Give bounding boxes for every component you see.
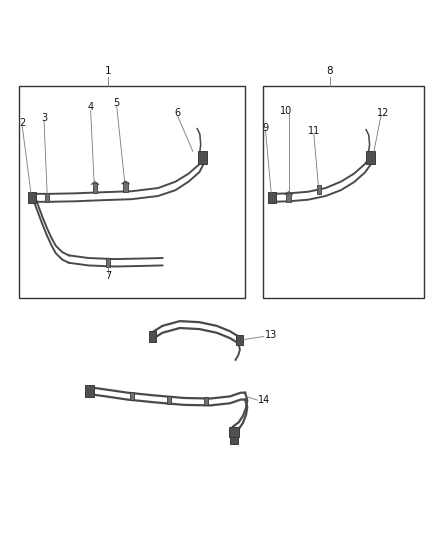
Bar [28, 192, 36, 204]
Bar [262, 86, 424, 298]
Bar [92, 183, 97, 193]
Bar [237, 335, 243, 345]
Bar [230, 437, 238, 444]
Text: 3: 3 [41, 113, 47, 123]
Text: 8: 8 [327, 66, 333, 76]
Text: 11: 11 [308, 126, 320, 136]
Bar [45, 193, 49, 203]
Text: 12: 12 [377, 108, 390, 118]
Bar [268, 192, 276, 204]
Bar [123, 182, 128, 192]
Bar [167, 395, 171, 403]
Text: 2: 2 [19, 118, 25, 128]
Bar [85, 385, 94, 397]
Text: 5: 5 [113, 98, 120, 108]
Text: 10: 10 [279, 106, 292, 116]
Bar [286, 193, 291, 203]
Bar [19, 86, 245, 298]
Text: 1: 1 [105, 66, 111, 76]
Text: 4: 4 [88, 102, 94, 112]
Bar [149, 331, 156, 342]
Bar [198, 151, 207, 165]
Text: 7: 7 [105, 271, 111, 281]
Text: 14: 14 [258, 395, 270, 405]
Text: 6: 6 [175, 108, 181, 118]
Bar [204, 397, 208, 405]
Text: 9: 9 [262, 123, 268, 133]
Bar [366, 151, 375, 165]
Text: 13: 13 [265, 330, 277, 341]
Bar [229, 426, 239, 437]
Bar [130, 392, 134, 400]
Bar [317, 185, 321, 195]
Bar [106, 258, 110, 266]
